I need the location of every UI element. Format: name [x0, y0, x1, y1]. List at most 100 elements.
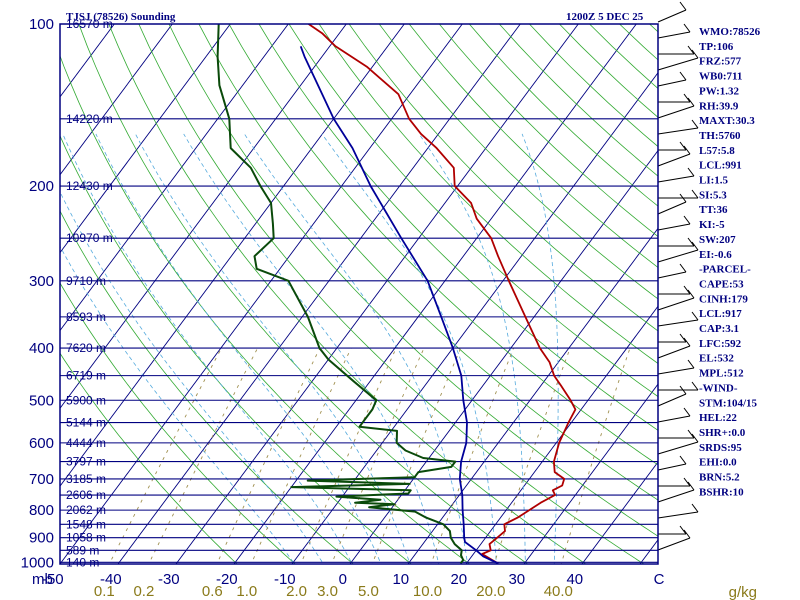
- wind-barb-flag: [683, 23, 691, 33]
- moist-adiabat-line: [183, 133, 440, 564]
- pressure-unit-label: mb: [32, 571, 53, 588]
- mixing-ratio-line: [148, 347, 258, 564]
- wind-barb-flag: [691, 49, 699, 59]
- index-value: SW:207: [699, 234, 736, 246]
- index-value: EHI:0.0: [699, 457, 737, 469]
- wind-barb-flag: [691, 311, 699, 321]
- wind-barb-icon: [657, 433, 699, 455]
- wind-barb-icon: [658, 429, 695, 439]
- wind-barb-icon: [657, 97, 695, 119]
- height-label: 9710 m: [66, 274, 106, 288]
- wind-barb-icon: [658, 141, 687, 151]
- sounding-time: 1200Z 5 DEC 25: [566, 11, 644, 23]
- wind-barb-flag: [687, 359, 695, 369]
- wind-barb-staff: [657, 105, 695, 119]
- index-value: LI:1.5: [699, 175, 729, 187]
- wind-barb-icon: [657, 503, 699, 519]
- index-value: KI:-5: [699, 219, 725, 231]
- plot-frame: [59, 23, 659, 565]
- index-value: EL:532: [699, 353, 734, 365]
- isotherm-line: [60, 24, 347, 410]
- wind-barb-staff: [657, 441, 699, 455]
- dry-adiabat-line: [258, 24, 658, 431]
- isotherm-line: [117, 24, 521, 564]
- height-label: 10970 m: [66, 231, 113, 245]
- wind-barb-flag: [687, 289, 695, 299]
- pressure-tick-label: 200: [29, 178, 54, 195]
- dry-adiabat-line: [78, 24, 529, 564]
- pressure-tick-label: 500: [29, 392, 54, 409]
- wind-barb-flag: [687, 237, 695, 247]
- wind-barb-flag: [687, 167, 695, 177]
- temperature-unit-label: C: [654, 571, 665, 588]
- temperature-tick-label: -30: [158, 571, 180, 588]
- height-label: 3185 m: [66, 472, 106, 486]
- wind-barb-icon: [657, 337, 691, 359]
- wind-barb-flag: [691, 189, 699, 199]
- indices-panel: WMO:78526 TP:106 FRZ:577 WB0:711 PW:1.32 RH:3…: [699, 26, 761, 498]
- wind-barb-staff: [657, 249, 699, 263]
- wind-barb-icon: [657, 481, 695, 503]
- mixing-ratio-unit-label: g/kg: [729, 584, 757, 600]
- index-value: FRZ:577: [699, 56, 742, 68]
- index-value: BSHR:10: [699, 486, 744, 498]
- dry-adiabat-line: [529, 24, 658, 148]
- wind-barb-icon: [657, 311, 699, 327]
- pressure-axis-labels: 100 200 300 400 500 600 700 800 900 1000: [21, 16, 54, 571]
- index-value: LFC:592: [699, 338, 742, 350]
- temperature-tick-label: -50: [42, 571, 64, 588]
- index-value: PW:1.32: [699, 85, 740, 97]
- wind-barb-icon: [657, 145, 691, 167]
- temperature-tick-label: 40: [566, 571, 583, 588]
- mixing-ratio-tick-label: 3.0: [317, 583, 338, 600]
- isotherm-line: [523, 383, 658, 564]
- wind-barb-icon: [657, 263, 687, 279]
- wind-barb-flag: [687, 97, 695, 107]
- wind-barb-flag: [679, 71, 687, 81]
- dry-adiabat-line: [408, 24, 658, 268]
- index-value: WMO:78526: [699, 26, 761, 38]
- parcel-trace: [299, 45, 499, 564]
- pressure-tick-label: 1000: [21, 554, 54, 571]
- wind-barb-flag: [679, 333, 687, 343]
- isotherm-line: [175, 24, 579, 564]
- moist-adiabat-line: [62, 133, 353, 564]
- height-label: 6719 m: [66, 369, 106, 383]
- height-label: 5144 m: [66, 416, 106, 430]
- pressure-tick-label: 300: [29, 273, 54, 290]
- index-value: SRDS:95: [699, 442, 742, 454]
- wind-barb-icon: [658, 93, 691, 103]
- height-label: 589 m: [66, 543, 99, 557]
- height-label: 140 m: [66, 555, 99, 569]
- station-title: TJSJ (78526) Sounding: [66, 11, 176, 23]
- wind-barb-staff: [657, 393, 687, 407]
- pressure-tick-label: 900: [29, 530, 54, 547]
- height-label: 1548 m: [66, 517, 106, 531]
- dry-adiabat-line: [499, 24, 658, 177]
- wind-barb-icon: [657, 71, 687, 87]
- temperature-tick-label: 0: [339, 571, 347, 588]
- dry-adiabat-line: [198, 24, 658, 501]
- index-value: LCL:991: [699, 160, 742, 172]
- mixing-ratio-line: [331, 347, 425, 564]
- dry-adiabat-line: [108, 24, 587, 564]
- wind-barbs: [657, 1, 699, 551]
- wind-barb-flag: [683, 145, 691, 155]
- index-value: TP:106: [699, 41, 734, 53]
- temperature-tick-label: 30: [508, 571, 525, 588]
- index-value: RH:39.9: [699, 100, 739, 112]
- index-value: MAXT:30.3: [699, 115, 755, 127]
- dewpoint-trace: [216, 24, 465, 564]
- pressure-tick-label: 400: [29, 340, 54, 357]
- index-value: -WIND-: [699, 382, 738, 394]
- index-value: SHR+:0.0: [699, 427, 746, 439]
- wind-barb-staff: [657, 511, 699, 519]
- height-label: 4444 m: [66, 436, 106, 450]
- wind-barb-flag: [679, 385, 687, 395]
- dry-adiabat-line: [60, 54, 471, 564]
- temperature-tick-label: -40: [100, 571, 122, 588]
- wind-barb-flag: [687, 429, 695, 439]
- index-value: TT:36: [699, 204, 728, 216]
- wind-barb-icon: [657, 193, 687, 215]
